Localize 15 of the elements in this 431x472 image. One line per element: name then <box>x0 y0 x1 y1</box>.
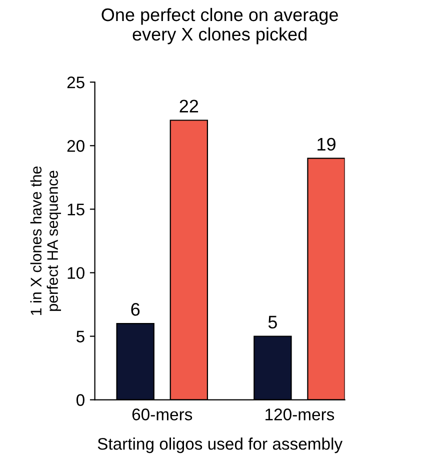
data-label: 5 <box>268 316 277 329</box>
data-label: 19 <box>318 138 336 151</box>
data-label: 6 <box>131 303 140 316</box>
y-axis-title: 1 in X clones have the perfect HA sequence <box>30 166 62 315</box>
y-tick-label: 25 <box>67 76 84 88</box>
x-tick-label: 120-mers <box>266 408 334 420</box>
data-label: 22 <box>180 100 198 112</box>
chart-title: One perfect clone on average every X clones picked <box>102 8 338 44</box>
y-tick-label: 10 <box>68 267 84 279</box>
y-tick-label: 0 <box>76 394 84 406</box>
y-tick-label: 5 <box>76 330 84 342</box>
y-tick-label: 20 <box>67 140 84 152</box>
y-tick-label: 15 <box>68 204 84 216</box>
x-axis-title: Starting oligos used for assembly <box>98 438 343 454</box>
x-tick-label: 60-mers <box>132 408 192 420</box>
